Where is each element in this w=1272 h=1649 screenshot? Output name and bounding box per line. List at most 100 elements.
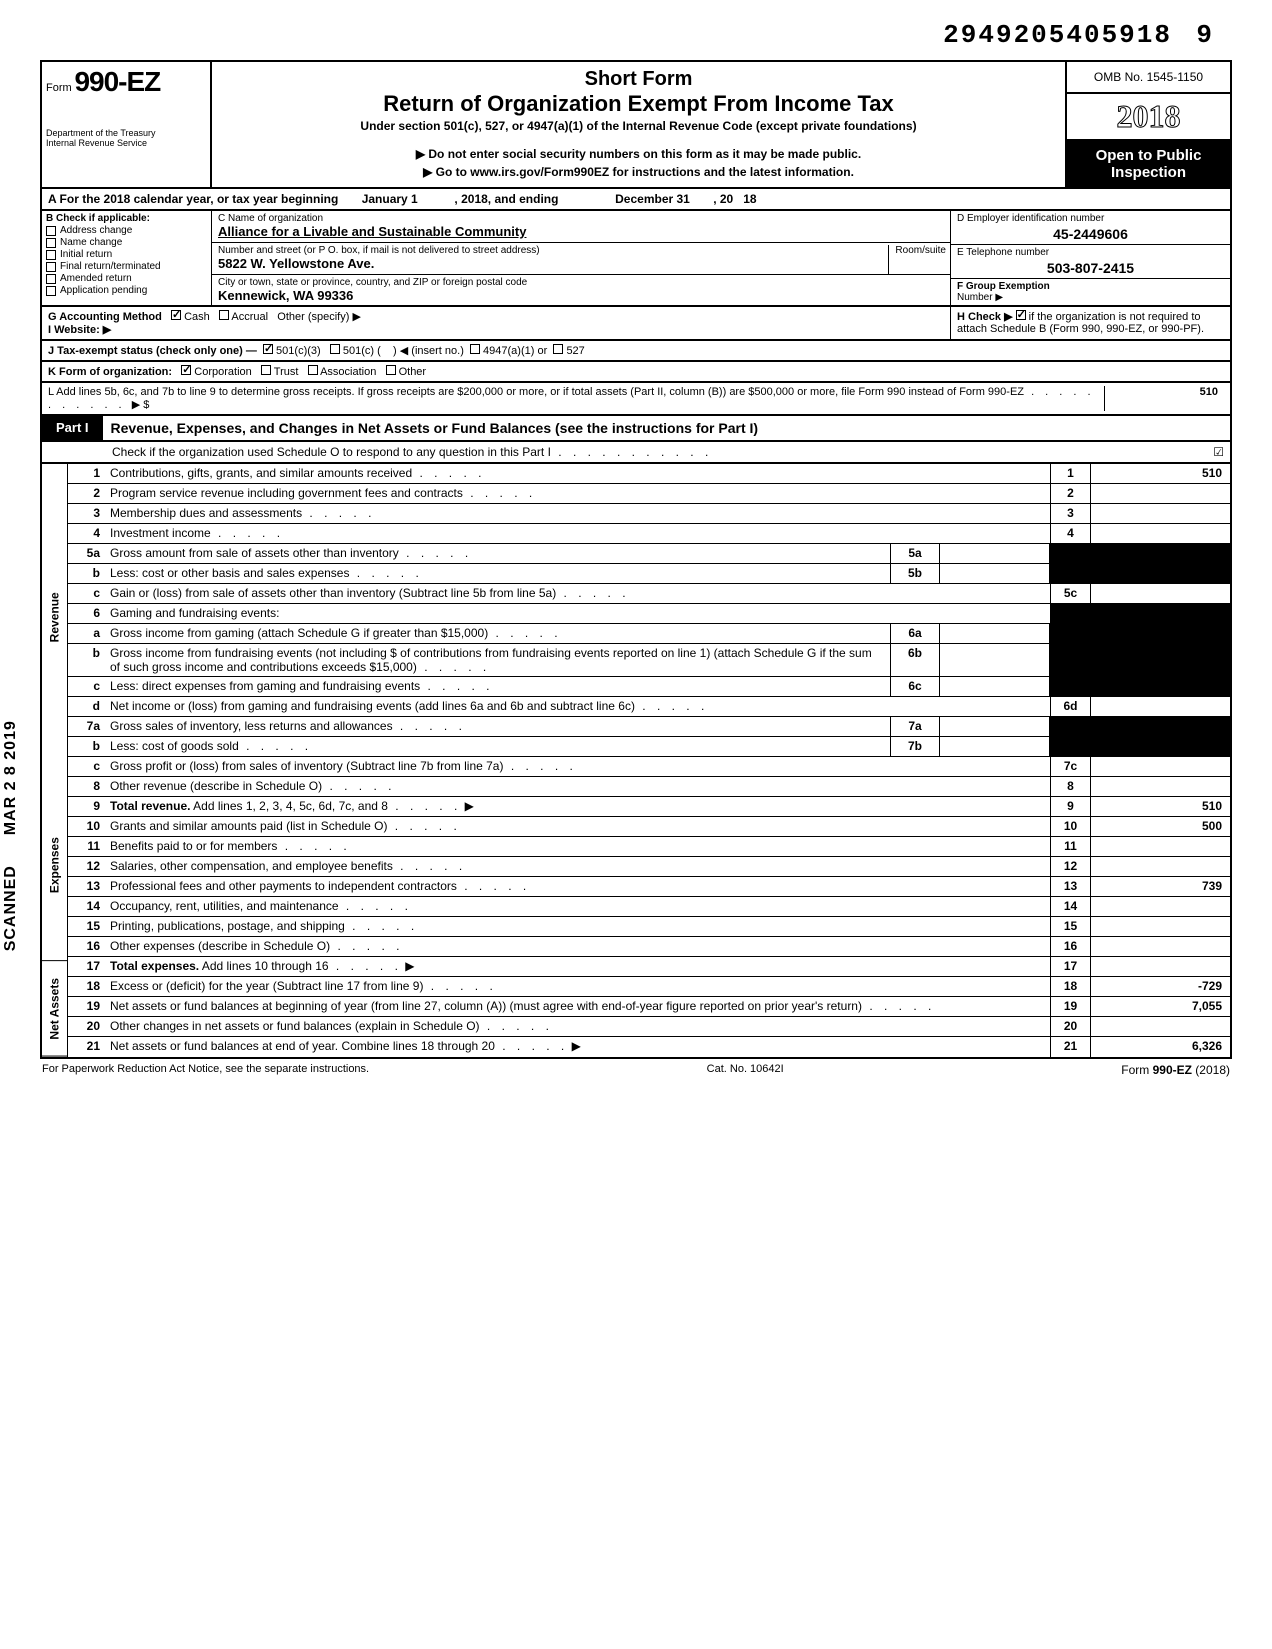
line-1: 1Contributions, gifts, grants, and simil… [68, 464, 1230, 484]
irs-label: Internal Revenue Service [46, 138, 206, 148]
org-name: Alliance for a Livable and Sustainable C… [218, 224, 944, 239]
chk-application-pending[interactable] [46, 286, 56, 296]
value-line-18: -729 [1090, 977, 1230, 996]
line-d: dNet income or (loss) from gaming and fu… [68, 697, 1230, 717]
side-revenue: Revenue [42, 464, 67, 771]
chk-cash[interactable] [171, 310, 181, 320]
chk-amended-return[interactable] [46, 274, 56, 284]
value-line-9: 510 [1090, 797, 1230, 816]
chk-501c[interactable] [330, 344, 340, 354]
row-j: J Tax-exempt status (check only one) — 5… [40, 341, 1232, 362]
row-g-i: G Accounting Method Cash Accrual Other (… [40, 307, 1232, 341]
label-group-number: Number ▶ [957, 292, 1224, 303]
line-15: 15Printing, publications, postage, and s… [68, 917, 1230, 937]
value-line-16 [1090, 937, 1230, 956]
chk-schedule-b[interactable] [1016, 310, 1026, 320]
value-line-15 [1090, 917, 1230, 936]
side-expenses: Expenses [42, 771, 67, 961]
value-line-7c [1090, 757, 1230, 776]
irs-link: ▶ Go to www.irs.gov/Form990EZ for instru… [220, 165, 1057, 179]
line-19: 19Net assets or fund balances at beginni… [68, 997, 1230, 1017]
line-4: 4Investment income4 [68, 524, 1230, 544]
open-public-badge: Open to Public Inspection [1067, 141, 1230, 187]
chk-name-change[interactable] [46, 238, 56, 248]
line-8: 8Other revenue (describe in Schedule O)8 [68, 777, 1230, 797]
value-line-4 [1090, 524, 1230, 543]
chk-schedule-o[interactable]: ☑ [1194, 445, 1224, 459]
city-state-zip: Kennewick, WA 99336 [218, 288, 944, 303]
chk-trust[interactable] [261, 365, 271, 375]
value-line-21: 6,326 [1090, 1037, 1230, 1057]
line-18: 18Excess or (deficit) for the year (Subt… [68, 977, 1230, 997]
value-line-5c [1090, 584, 1230, 603]
title-return: Return of Organization Exempt From Incom… [220, 91, 1057, 117]
footer-right: Form 990-EZ (2018) [1121, 1063, 1230, 1077]
line-17: 17Total expenses. Add lines 10 through 1… [68, 957, 1230, 977]
line-21: 21Net assets or fund balances at end of … [68, 1037, 1230, 1057]
part-1-header: Part I Revenue, Expenses, and Changes in… [40, 416, 1232, 442]
value-line-14 [1090, 897, 1230, 916]
value-line-19: 7,055 [1090, 997, 1230, 1016]
chk-501c3[interactable] [263, 344, 273, 354]
tax-year: 2018 [1067, 94, 1230, 141]
value-line-13: 739 [1090, 877, 1230, 896]
value-line-3 [1090, 504, 1230, 523]
line-c: cGross profit or (loss) from sales of in… [68, 757, 1230, 777]
side-netassets: Net Assets [42, 961, 67, 1057]
value-line-12 [1090, 857, 1230, 876]
label-ein: D Employer identification number [957, 213, 1224, 224]
received-stamps: SCANNED MAR 2 8 2019 [2, 720, 20, 951]
street-address: 5822 W. Yellowstone Ave. [218, 256, 944, 271]
chk-corporation[interactable] [181, 365, 191, 375]
label-city: City or town, state or province, country… [218, 277, 944, 288]
main-table: Revenue Expenses Net Assets 1Contributio… [40, 464, 1232, 1059]
line-12: 12Salaries, other compensation, and empl… [68, 857, 1230, 877]
chk-address-change[interactable] [46, 226, 56, 236]
gross-receipts-value: 510 [1104, 386, 1224, 411]
line-b: bGross income from fundraising events (n… [68, 644, 1230, 677]
room-suite-label: Room/suite [888, 245, 946, 275]
value-line-6d [1090, 697, 1230, 716]
line-20: 20Other changes in net assets or fund ba… [68, 1017, 1230, 1037]
line-14: 14Occupancy, rent, utilities, and mainte… [68, 897, 1230, 917]
value-line-10: 500 [1090, 817, 1230, 836]
line-10: 10Grants and similar amounts paid (list … [68, 817, 1230, 837]
document-number-suffix: 9 [1196, 20, 1212, 50]
document-number: 2949205405918 [943, 20, 1172, 50]
ssn-note: ▶ Do not enter social security numbers o… [220, 147, 1057, 161]
chk-association[interactable] [308, 365, 318, 375]
line-b: bLess: cost or other basis and sales exp… [68, 564, 1230, 584]
footer-center: Cat. No. 10642I [707, 1063, 784, 1077]
row-k: K Form of organization: Corporation Trus… [40, 362, 1232, 383]
line-5a: 5aGross amount from sale of assets other… [68, 544, 1230, 564]
label-street: Number and street (or P O. box, if mail … [218, 245, 944, 256]
info-block: B Check if applicable: Address change Na… [40, 211, 1232, 307]
value-line-1: 510 [1090, 464, 1230, 483]
line-6: 6Gaming and fundraising events: [68, 604, 1230, 624]
label-org-name: C Name of organization [218, 213, 944, 224]
title-short-form: Short Form [220, 68, 1057, 91]
line-b: bLess: cost of goods sold7b [68, 737, 1230, 757]
line-a: aGross income from gaming (attach Schedu… [68, 624, 1230, 644]
part-1-subheader: Check if the organization used Schedule … [40, 442, 1232, 464]
chk-527[interactable] [553, 344, 563, 354]
form-prefix: Form [46, 82, 72, 94]
value-line-8 [1090, 777, 1230, 796]
line-16: 16Other expenses (describe in Schedule O… [68, 937, 1230, 957]
form-number: 990-EZ [74, 66, 160, 97]
line-11: 11Benefits paid to or for members11 [68, 837, 1230, 857]
row-l: L Add lines 5b, 6c, and 7b to line 9 to … [40, 383, 1232, 416]
ein-value: 45-2449606 [957, 226, 1224, 242]
row-h: H Check ▶ if the organization is not req… [950, 307, 1230, 339]
line-2: 2Program service revenue including gover… [68, 484, 1230, 504]
value-line-17 [1090, 957, 1230, 976]
line-9: 9Total revenue. Add lines 1, 2, 3, 4, 5c… [68, 797, 1230, 817]
chk-final-return[interactable] [46, 262, 56, 272]
line-c: cGain or (loss) from sale of assets othe… [68, 584, 1230, 604]
footer-left: For Paperwork Reduction Act Notice, see … [42, 1063, 369, 1077]
chk-accrual[interactable] [219, 310, 229, 320]
label-phone: E Telephone number [957, 247, 1224, 258]
chk-initial-return[interactable] [46, 250, 56, 260]
chk-other-org[interactable] [386, 365, 396, 375]
chk-4947[interactable] [470, 344, 480, 354]
